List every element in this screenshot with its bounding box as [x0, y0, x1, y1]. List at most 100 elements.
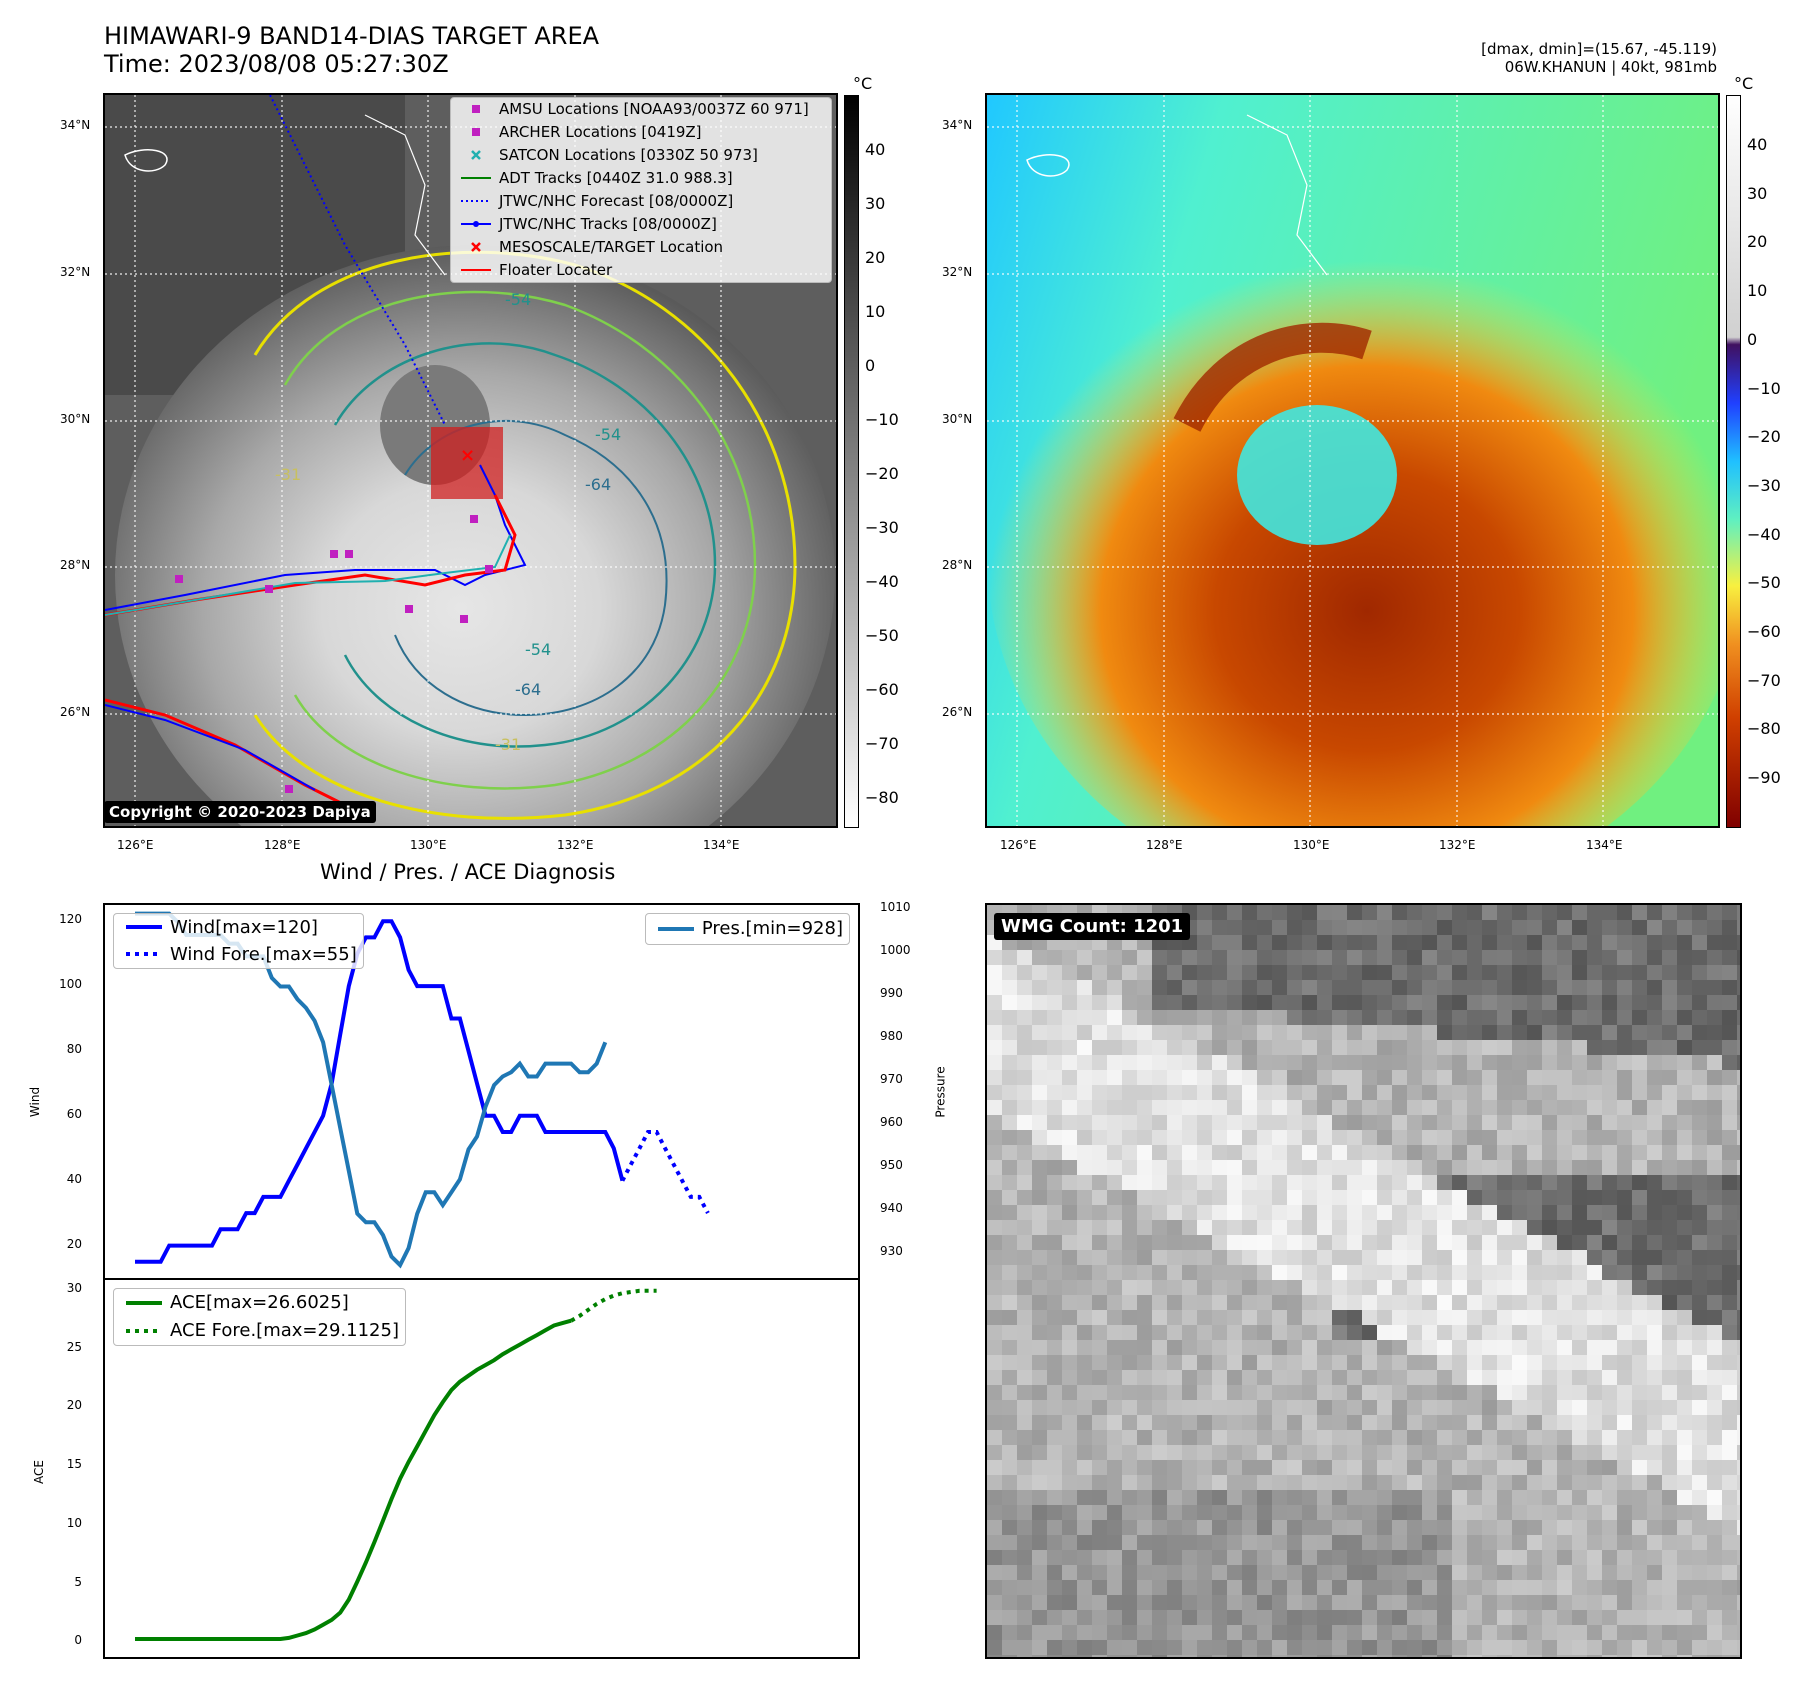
- tick-label: 960: [880, 1115, 903, 1129]
- map-legend: AMSU Locations [NOAA93/0037Z 60 971] ARC…: [450, 97, 832, 283]
- wmg-panel: [985, 903, 1742, 1659]
- tick-label: 950: [880, 1158, 903, 1172]
- colorbar-tick: 10: [865, 302, 886, 321]
- legend-entry-amsu: AMSU Locations [NOAA93/0037Z 60 971]: [451, 98, 831, 121]
- svg-text:-64: -64: [515, 680, 541, 699]
- tick-label: 940: [880, 1201, 903, 1215]
- lat-label: 34°N: [942, 118, 973, 132]
- title-line-1: HIMAWARI-9 BAND14-DIAS TARGET AREA: [104, 22, 600, 50]
- legend-entry-satcon: SATCON Locations [0330Z 50 973]: [451, 144, 831, 167]
- tick-label: 1010: [880, 900, 911, 914]
- lon-label: 134°E: [1586, 838, 1623, 852]
- colorbar-tick: −70: [1747, 670, 1781, 690]
- tick-label: 100: [59, 977, 82, 991]
- square-marker-icon: [459, 121, 493, 144]
- lon-label: 126°E: [1000, 838, 1037, 852]
- lat-label: 26°N: [60, 705, 91, 719]
- svg-text:-54: -54: [505, 290, 531, 309]
- lon-label: 130°E: [410, 838, 447, 852]
- wind-pressure-panel: Wind[max=120] Wind Fore.[max=55] Pres.[m…: [103, 903, 860, 1280]
- colorbar-tick: 20: [1747, 232, 1768, 252]
- chart-title: HIMAWARI-9 BAND14-DIAS TARGET AREA Time:…: [104, 22, 599, 78]
- colorbar-tick: −90: [1747, 768, 1781, 788]
- tick-label: 990: [880, 986, 903, 1000]
- colorbar-right: [1726, 95, 1741, 828]
- colorbar-tick: −40: [865, 572, 899, 591]
- colorbar-tick: −30: [1747, 475, 1781, 495]
- info-line-2: 06W.KHANUN | 40kt, 981mb: [1504, 58, 1717, 76]
- colorbar-unit: °C: [1734, 74, 1754, 93]
- colorbar-tick: 0: [865, 356, 876, 375]
- colorbar-tick: −10: [865, 410, 899, 429]
- svg-text:×: ×: [460, 445, 475, 466]
- tick-label: 980: [880, 1029, 903, 1043]
- ir-map-right: [985, 93, 1720, 828]
- ace-plot: [135, 1288, 657, 1641]
- tick-label: 120: [59, 912, 82, 926]
- svg-text:-31: -31: [275, 465, 301, 484]
- lon-label: 134°E: [703, 838, 740, 852]
- colorbar-unit: °C: [853, 74, 873, 93]
- svg-text:-64: -64: [585, 475, 611, 494]
- colorbar-tick: −80: [865, 788, 899, 807]
- lat-label: 28°N: [942, 558, 973, 572]
- lon-label: 132°E: [1439, 838, 1476, 852]
- line-marker-icon: [459, 167, 493, 190]
- legend-entry-ace-forecast: ACE Fore.[max=29.1125]: [114, 1317, 405, 1345]
- colorbar-tick: −60: [1747, 622, 1781, 641]
- tick-label: 10: [66, 1515, 82, 1530]
- dotted-line-icon: [122, 1317, 166, 1345]
- title-line-2: Time: 2023/08/08 05:27:30Z: [104, 50, 449, 78]
- ir-map-left: × -54 -54 -64 -31 -54 -64 -31 AMSU Locat…: [103, 93, 838, 828]
- legend-entry-archer: ARCHER Locations [0419Z]: [451, 121, 831, 144]
- lon-label: 132°E: [557, 838, 594, 852]
- lat-label: 30°N: [60, 412, 91, 426]
- diagnosis-title: Wind / Pres. / ACE Diagnosis: [320, 860, 616, 884]
- legend-entry-wind-forecast: Wind Fore.[max=55]: [114, 941, 363, 968]
- colorbar-tick: 40: [1747, 135, 1768, 154]
- colorbar-tick: 30: [865, 194, 886, 213]
- wind-axis-label: Wind: [28, 1086, 43, 1118]
- legend-entry-adt: ADT Tracks [0440Z 31.0 988.3]: [451, 167, 831, 190]
- legend-entry-ace: ACE[max=26.6025]: [114, 1289, 405, 1317]
- lat-label: 30°N: [942, 412, 973, 426]
- colorbar-tick: −30: [865, 518, 899, 537]
- tick-label: 930: [880, 1244, 903, 1258]
- tick-label: 80: [66, 1042, 82, 1056]
- ace-axis-label: ACE: [31, 1460, 46, 1484]
- info-line-1: [dmax, dmin]=(15.67, -45.119): [1481, 40, 1717, 58]
- colorbar-tick: −50: [1747, 573, 1781, 593]
- colorbar-tick: −10: [1747, 378, 1781, 398]
- colorbar-tick: −60: [865, 680, 899, 699]
- tick-label: 40: [66, 1172, 82, 1186]
- tick-label: 970: [880, 1072, 903, 1086]
- svg-text:-54: -54: [595, 425, 621, 444]
- dotted-line-icon: [459, 190, 493, 213]
- colorbar-tick: 10: [1747, 281, 1768, 301]
- storm-info: [dmax, dmin]=(15.67, -45.119) 06W.KHANUN…: [1481, 40, 1717, 76]
- tick-label: 20: [66, 1237, 82, 1251]
- lon-label: 128°E: [1146, 838, 1183, 852]
- lon-label: 126°E: [117, 838, 154, 852]
- copyright-label: Copyright © 2020-2023 Dapiya: [104, 801, 376, 823]
- tick-label: 15: [66, 1457, 82, 1472]
- lat-label: 28°N: [60, 558, 91, 572]
- tick-label: 20: [66, 1398, 82, 1413]
- line-marker-icon: [122, 914, 166, 941]
- tick-label: 30: [66, 1281, 82, 1295]
- lon-label: 128°E: [264, 838, 301, 852]
- colorbar-tick: −70: [865, 734, 899, 753]
- svg-text:-31: -31: [495, 735, 521, 754]
- ace-series-line-1: [570, 1288, 657, 1323]
- series-line-1: [620, 1130, 710, 1215]
- wind-legend: Wind[max=120] Wind Fore.[max=55]: [113, 913, 364, 969]
- legend-entry-forecast: JTWC/NHC Forecast [08/0000Z]: [451, 190, 831, 213]
- line-marker-icon: [122, 1289, 166, 1317]
- lat-label: 32°N: [60, 265, 91, 279]
- tick-label: 0: [74, 1633, 82, 1648]
- legend-entry-target: MESOSCALE/TARGET Location: [451, 236, 831, 259]
- lat-label: 34°N: [60, 118, 91, 132]
- square-marker-icon: [459, 98, 493, 121]
- x-marker-icon: [459, 144, 493, 167]
- line-dot-icon: [459, 213, 493, 236]
